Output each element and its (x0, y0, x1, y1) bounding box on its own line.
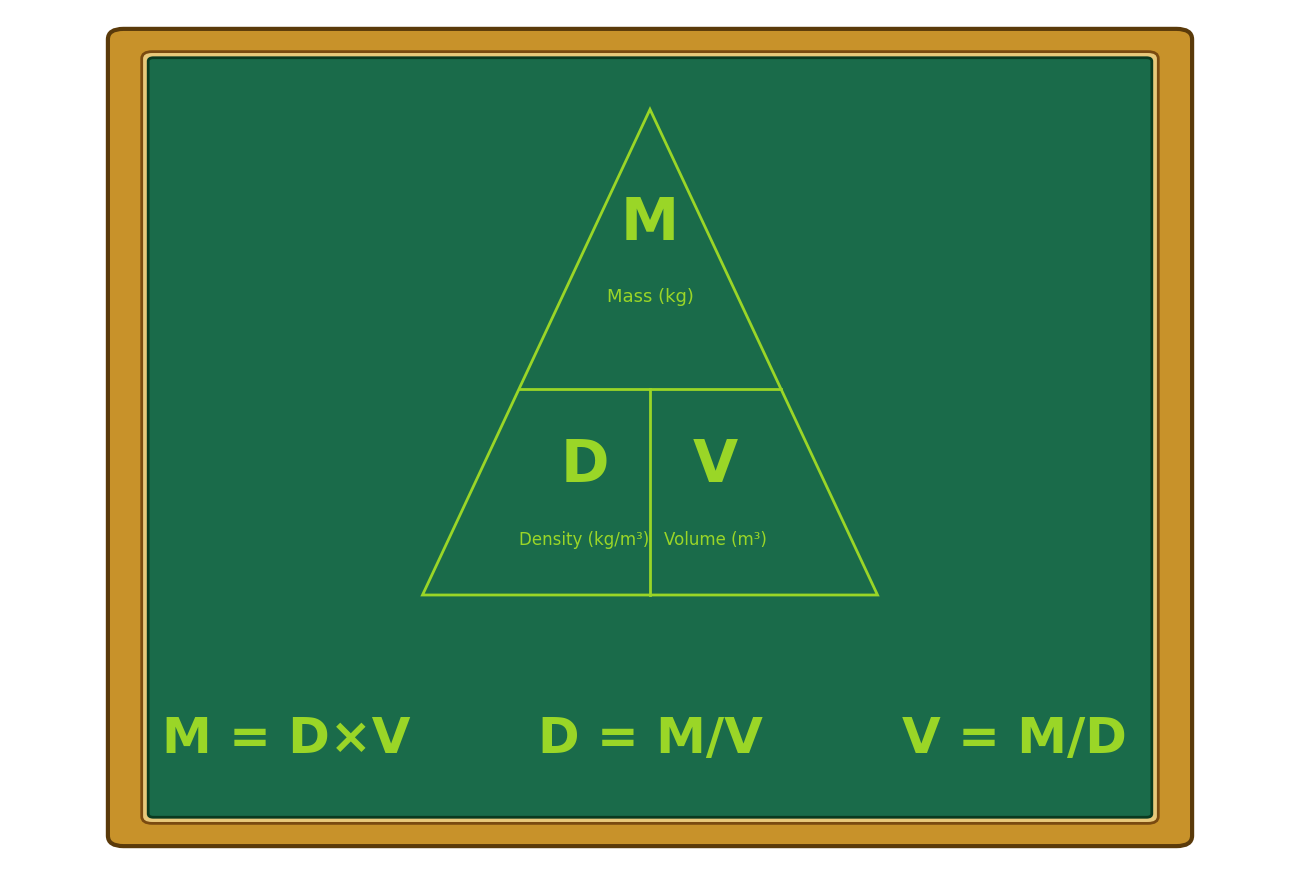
Text: V = M/D: V = M/D (902, 716, 1126, 763)
FancyBboxPatch shape (148, 58, 1152, 817)
Text: Density (kg/m³): Density (kg/m³) (519, 531, 650, 550)
Text: Mass (kg): Mass (kg) (607, 289, 693, 306)
FancyBboxPatch shape (108, 29, 1192, 846)
Text: Volume (m³): Volume (m³) (664, 531, 767, 550)
Text: M = D×V: M = D×V (161, 716, 411, 763)
Text: D: D (560, 438, 608, 494)
Text: V: V (693, 438, 738, 494)
Text: D = M/V: D = M/V (538, 716, 762, 763)
FancyBboxPatch shape (142, 52, 1158, 823)
Text: M: M (621, 194, 679, 252)
